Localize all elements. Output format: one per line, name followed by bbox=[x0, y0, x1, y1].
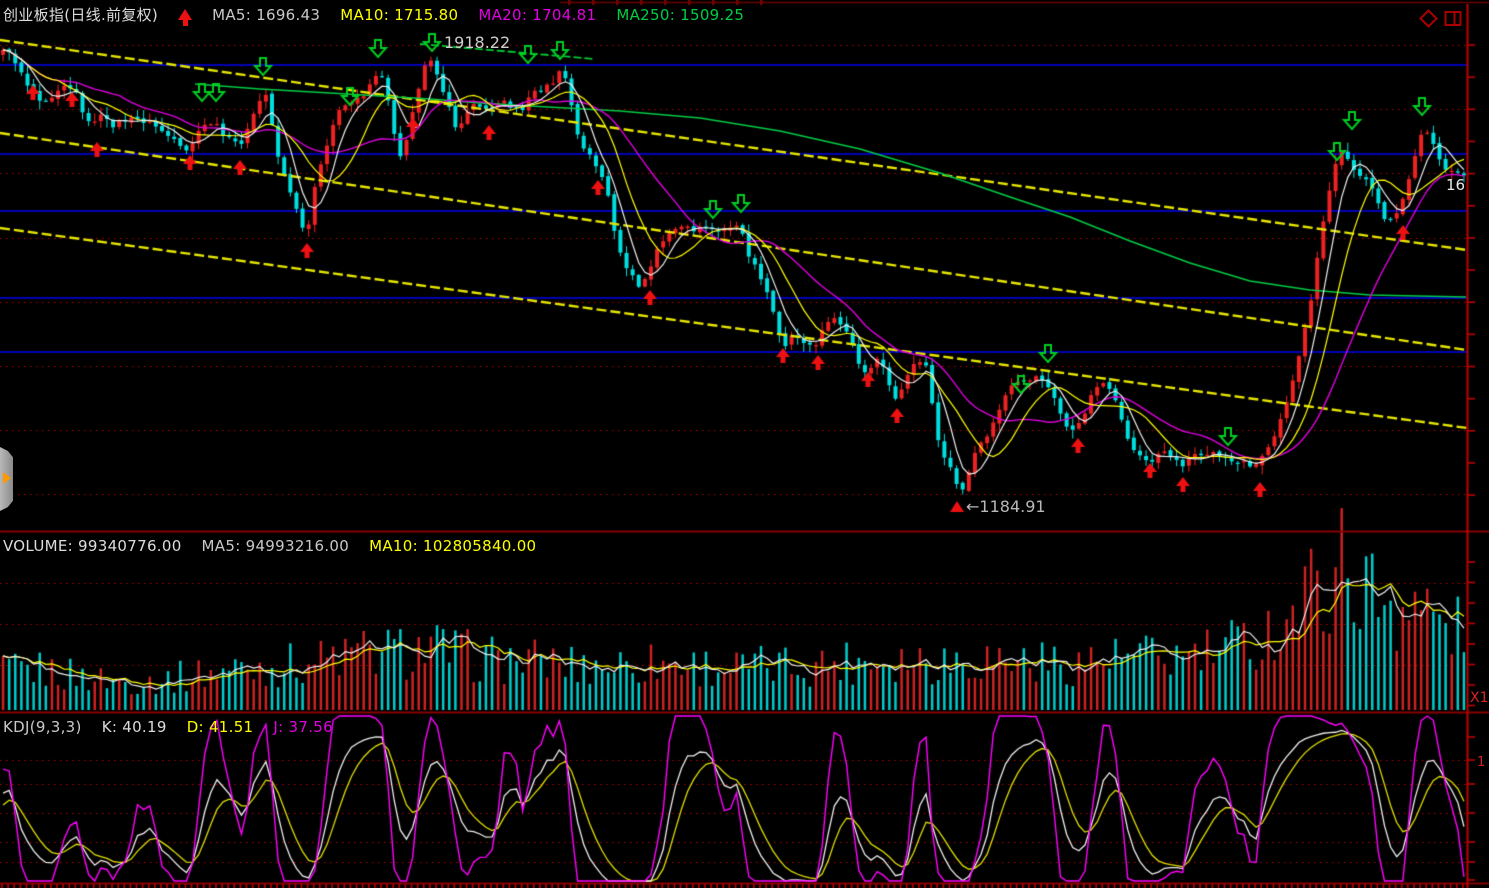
expand-panel-arrow-icon bbox=[3, 472, 11, 484]
volume-ma5-value: MA5: 94993216.00 bbox=[201, 537, 350, 555]
volume-pane-header: VOLUME: 99340776.00 MA5: 94993216.00 MA1… bbox=[3, 537, 536, 555]
kdj-axis-label: 1 bbox=[1477, 755, 1486, 770]
up-arrow-icon bbox=[178, 9, 193, 26]
volume-zoom-label: X1 bbox=[1470, 690, 1489, 706]
low-price-label: ←1184.91 bbox=[966, 497, 1046, 516]
high-price-label: 1918.22 bbox=[444, 33, 511, 52]
volume-ma10-value: MA10: 102805840.00 bbox=[369, 537, 537, 555]
titlebar-controls bbox=[1419, 9, 1463, 28]
kdj-k-value: K: 40.19 bbox=[101, 718, 167, 736]
kdj-indicator-name: KDJ(9,3,3) bbox=[3, 718, 82, 736]
kdj-pane-header: KDJ(9,3,3) K: 40.19 D: 41.51 J: 37.56 bbox=[3, 718, 333, 736]
sidebar-expand-tab[interactable] bbox=[0, 447, 13, 511]
diamond-icon[interactable] bbox=[1419, 9, 1438, 28]
main-chart-header: 创业板指(日线.前复权) MA5: 1696.43 MA10: 1715.80 … bbox=[3, 4, 745, 26]
instrument-title: 创业板指(日线.前复权) bbox=[3, 6, 159, 24]
ma10-value: MA10: 1715.80 bbox=[340, 5, 459, 24]
ma5-value: MA5: 1696.43 bbox=[212, 5, 321, 24]
volume-value: VOLUME: 99340776.00 bbox=[3, 537, 182, 555]
ma20-value: MA20: 1704.81 bbox=[478, 5, 597, 24]
ma250-value: MA250: 1509.25 bbox=[616, 5, 745, 24]
split-window-icon[interactable] bbox=[1444, 9, 1463, 28]
latest-price-label: 16 bbox=[1446, 176, 1466, 194]
kdj-d-value: D: 41.51 bbox=[186, 718, 254, 736]
kdj-j-value: J: 37.56 bbox=[273, 718, 333, 736]
